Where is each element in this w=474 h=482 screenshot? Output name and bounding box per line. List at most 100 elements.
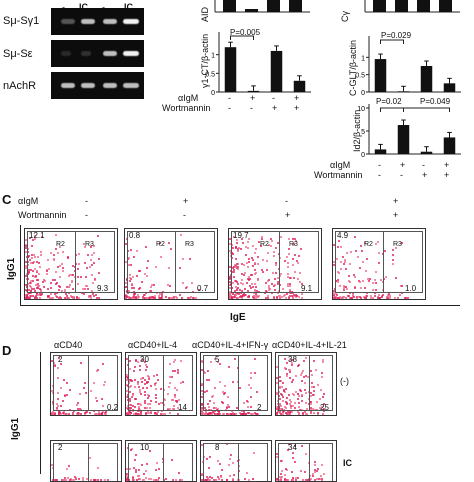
event-dot (236, 248, 239, 251)
event-dot (262, 271, 265, 274)
event-dot (82, 287, 85, 290)
event-dot (168, 285, 171, 288)
event-dot (149, 295, 152, 298)
event-dot (59, 387, 62, 390)
chart1-ytick-label-1: 0.5 (205, 71, 215, 78)
event-dot (284, 294, 287, 297)
event-dot (310, 369, 313, 372)
event-dot (236, 460, 239, 463)
c2-r3: R3 (185, 241, 194, 248)
event-dot (253, 296, 256, 299)
d2-tl: 30 (140, 355, 149, 364)
event-dot (64, 296, 67, 299)
event-dot (174, 396, 177, 399)
event-dot (293, 295, 296, 298)
chart3-ytick-label-1: 5 (361, 129, 365, 136)
panel-d-header-1: αCD40 (54, 340, 83, 350)
flow-plot-c2: R2 R3 0.8 0.7 (124, 228, 218, 300)
chart3-aigm-sign-2: + (400, 160, 406, 170)
event-dot (62, 411, 65, 414)
event-dot (144, 293, 147, 296)
event-dot (201, 360, 204, 363)
event-dot (35, 271, 38, 274)
flow-plot-d6: 10 (125, 440, 197, 482)
event-dot (34, 275, 37, 278)
event-dot (49, 282, 52, 285)
event-dot (39, 294, 42, 297)
event-dot (59, 286, 62, 289)
event-dot (274, 278, 277, 280)
event-dot (352, 273, 355, 276)
event-dot (135, 275, 138, 278)
event-dot (30, 285, 33, 288)
event-dot (134, 397, 137, 400)
event-dot (333, 260, 336, 263)
chart2-bar-2 (397, 91, 410, 93)
gel-col-header-1: - (62, 2, 65, 12)
event-dot (347, 280, 350, 283)
event-dot (391, 253, 394, 256)
event-dot (340, 245, 343, 248)
d2-br: 14 (178, 403, 187, 412)
event-dot (249, 412, 252, 415)
event-dot (97, 234, 100, 237)
event-dot (208, 400, 211, 403)
event-dot (210, 412, 213, 415)
panel-c-wort-label: Wortmannin (18, 210, 67, 220)
event-dot (191, 281, 194, 284)
event-dot (291, 451, 294, 454)
event-dot (276, 412, 279, 415)
event-dot (68, 292, 71, 295)
event-dot (217, 412, 220, 415)
event-dot (180, 359, 183, 362)
event-dot (132, 410, 135, 413)
event-dot (144, 360, 147, 363)
event-dot (128, 379, 131, 382)
event-dot (201, 406, 204, 409)
event-dot (193, 297, 196, 299)
event-dot (146, 411, 149, 414)
event-dot (205, 410, 208, 413)
c2-r2: R2 (156, 241, 165, 248)
event-dot (158, 403, 161, 406)
event-dot (283, 260, 286, 263)
event-dot (126, 398, 129, 401)
chart1-ytick-label-2: 1 (211, 53, 215, 60)
event-dot (335, 292, 338, 295)
event-dot (343, 262, 346, 265)
event-dot (266, 295, 269, 298)
event-dot (214, 413, 217, 415)
event-dot (285, 400, 288, 403)
event-dot (279, 403, 282, 406)
event-dot (261, 236, 264, 239)
event-dot (367, 277, 370, 280)
event-dot (372, 296, 375, 299)
event-dot (194, 296, 197, 299)
event-dot (231, 271, 233, 274)
event-dot (206, 370, 209, 373)
event-dot (67, 274, 70, 277)
event-dot (77, 412, 80, 415)
event-dot (251, 282, 254, 285)
event-dot (201, 395, 204, 398)
event-dot (269, 245, 272, 248)
event-dot (237, 247, 240, 250)
event-dot (176, 371, 179, 374)
event-dot (134, 386, 137, 389)
event-dot (310, 373, 313, 376)
event-dot (266, 268, 269, 271)
event-dot (164, 296, 167, 299)
event-dot (229, 294, 232, 297)
event-dot (310, 385, 313, 388)
event-dot (295, 294, 298, 297)
event-dot (267, 251, 270, 254)
event-dot (31, 279, 34, 282)
flow-plot-d1: 2 0.2 (50, 352, 122, 416)
event-dot (252, 412, 255, 415)
event-dot (335, 294, 338, 297)
event-dot (168, 412, 171, 415)
event-dot (398, 293, 401, 296)
event-dot (231, 410, 234, 413)
event-dot (346, 252, 349, 255)
event-dot (292, 358, 295, 361)
